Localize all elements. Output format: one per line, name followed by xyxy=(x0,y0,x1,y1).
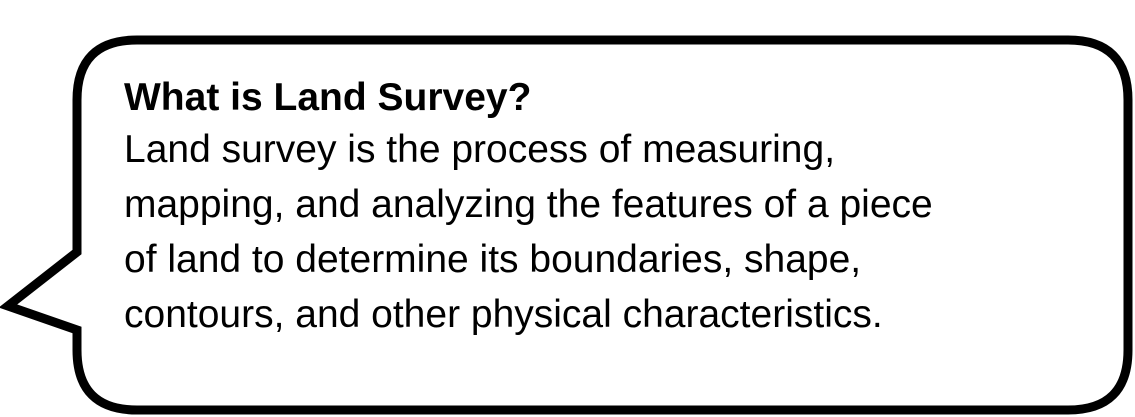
callout-line: Land survey is the process of measuring, xyxy=(124,128,836,171)
speech-bubble-content: What is Land Survey? Land survey is the … xyxy=(124,74,1114,342)
callout-title: What is Land Survey? xyxy=(124,76,532,119)
callout-line: contours, and other physical characteris… xyxy=(124,293,883,336)
speech-bubble-outline xyxy=(0,35,1133,415)
callout-line: mapping, and analyzing the features of a… xyxy=(124,183,933,226)
callout-line: of land to determine its boundaries, sha… xyxy=(124,238,862,281)
